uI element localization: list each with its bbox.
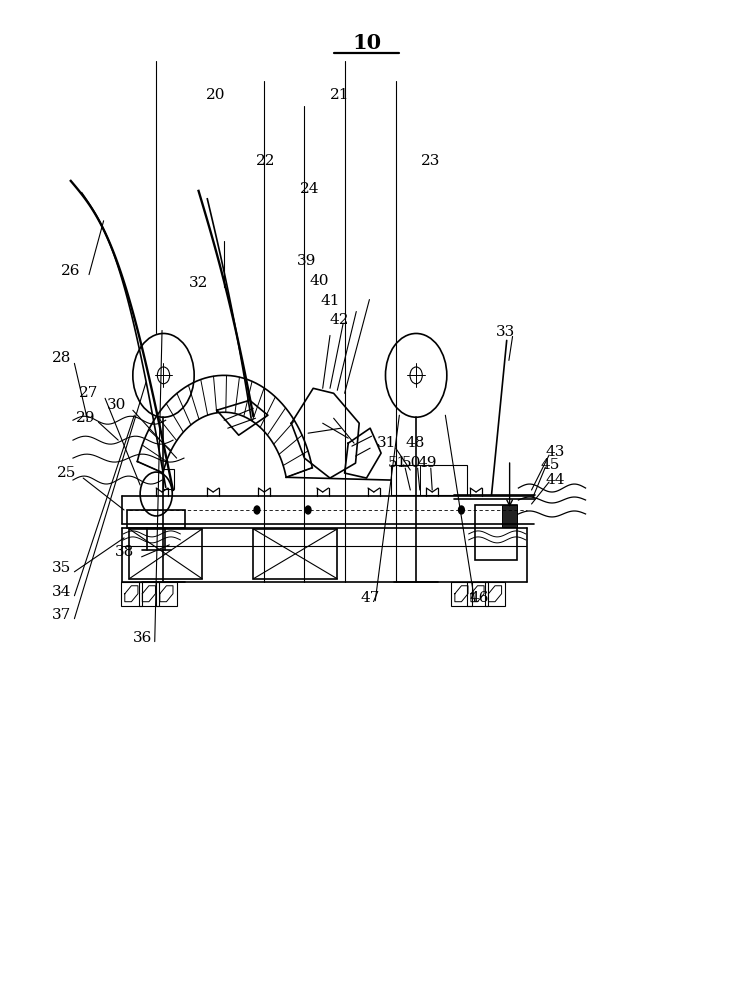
Text: 33: 33 (496, 325, 515, 339)
Text: 36: 36 (133, 631, 152, 645)
Bar (391, 465, 467, 495)
Bar (127, 510, 185, 528)
Bar (139, 582, 159, 606)
Text: 10: 10 (352, 33, 381, 53)
Text: 29: 29 (75, 411, 95, 425)
Text: 46: 46 (470, 591, 490, 605)
Bar (254, 529, 337, 579)
Text: 43: 43 (545, 445, 564, 459)
Text: 51: 51 (388, 456, 408, 470)
Bar (129, 529, 202, 579)
Text: 47: 47 (361, 591, 380, 605)
Text: 21: 21 (330, 88, 349, 102)
Text: 28: 28 (51, 351, 71, 365)
Text: 32: 32 (189, 276, 208, 290)
Text: 23: 23 (421, 154, 441, 168)
Bar (502, 505, 517, 527)
Circle shape (254, 506, 260, 514)
Bar (485, 582, 505, 606)
Text: 41: 41 (320, 294, 339, 308)
Text: 22: 22 (256, 154, 276, 168)
Bar (467, 582, 487, 606)
Text: 39: 39 (297, 254, 317, 268)
Circle shape (459, 506, 464, 514)
Text: 42: 42 (330, 314, 349, 328)
Text: 20: 20 (205, 88, 225, 102)
Text: 26: 26 (61, 264, 81, 278)
Text: 37: 37 (51, 608, 71, 622)
Text: 27: 27 (79, 386, 99, 400)
Text: 45: 45 (541, 458, 560, 472)
Text: 34: 34 (51, 585, 71, 599)
Text: 35: 35 (51, 561, 71, 575)
Text: 31: 31 (377, 436, 396, 450)
Text: 48: 48 (406, 436, 425, 450)
Text: 38: 38 (114, 545, 133, 559)
Text: 49: 49 (417, 456, 437, 470)
Circle shape (305, 506, 311, 514)
Bar (163, 469, 174, 489)
Text: 24: 24 (300, 182, 320, 196)
Text: 50: 50 (402, 456, 421, 470)
Bar (452, 582, 471, 606)
Bar (121, 582, 141, 606)
Text: 30: 30 (107, 398, 127, 412)
Bar (156, 582, 177, 606)
Text: 44: 44 (545, 473, 564, 487)
Bar (474, 505, 517, 560)
Text: 25: 25 (57, 466, 77, 480)
Text: 40: 40 (309, 274, 329, 288)
